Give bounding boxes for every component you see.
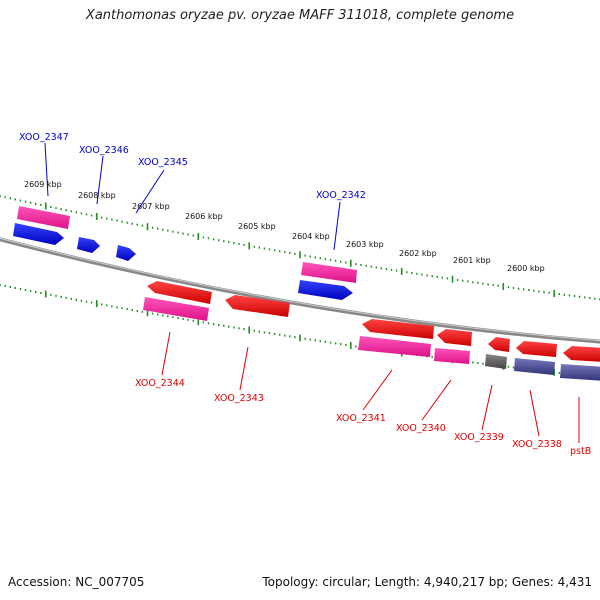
leader-line [333, 201, 341, 251]
gene-feature-pink[interactable] [17, 206, 70, 229]
scale-top [0, 195, 600, 301]
gene-feature-xoo2340[interactable] [437, 329, 472, 346]
gene-feature-pink-2[interactable] [301, 262, 357, 283]
gene-feature-xoo2343[interactable] [225, 295, 290, 317]
gene-feature-xoo2342[interactable] [298, 280, 353, 300]
gene-feature-xoo2346[interactable] [77, 237, 100, 253]
kbp-label: 2605 kbp [238, 222, 276, 231]
gene-leader-lines [44, 142, 580, 443]
gene-feature-gray[interactable] [485, 354, 507, 369]
kbp-label: 2600 kbp [507, 264, 545, 273]
gene-feature-xoo2339[interactable] [488, 337, 510, 352]
leader-line [481, 384, 493, 431]
gene-label[interactable]: XOO_2346 [79, 145, 129, 156]
reverse-features [143, 281, 600, 381]
leader-line [529, 389, 540, 437]
gene-labels: XOO_2347 XOO_2346 XOO_2345 XOO_2342 XOO_… [19, 132, 591, 457]
leader-line [421, 379, 452, 421]
gene-feature-pink-5[interactable] [434, 348, 470, 364]
kbp-label: 2607 kbp [132, 202, 170, 211]
genome-summary-text: Topology: circular; Length: 4,940,217 bp… [262, 575, 592, 589]
forward-features [13, 206, 357, 300]
leader-line [239, 346, 249, 391]
gene-feature-pink-4[interactable] [358, 336, 431, 357]
genome-title: Xanthomonas oryzae pv. oryzae MAFF 31101… [85, 8, 515, 23]
leader-line [161, 331, 171, 376]
gene-label[interactable]: XOO_2342 [316, 190, 366, 201]
gene-feature-slate-2[interactable] [560, 364, 600, 381]
gene-label[interactable]: XOO_2339 [454, 432, 504, 443]
gene-label[interactable]: XOO_2340 [396, 423, 446, 434]
kbp-label: 2609 kbp [24, 180, 62, 189]
gene-feature-pstb[interactable] [563, 346, 600, 362]
kbp-label: 2602 kbp [399, 249, 437, 258]
leader-line [96, 155, 104, 205]
gene-feature-xoo2338[interactable] [516, 341, 557, 357]
genome-backbone-highlight [0, 237, 600, 342]
gene-feature-xoo2341[interactable] [362, 319, 434, 339]
gene-feature-xoo2344[interactable] [147, 281, 212, 304]
gene-label[interactable]: XOO_2345 [138, 157, 188, 168]
kbp-label: 2601 kbp [453, 256, 491, 265]
leader-line [44, 142, 49, 197]
leader-line [362, 369, 393, 411]
gene-label[interactable]: XOO_2341 [336, 413, 386, 424]
kbp-label: 2608 kbp [78, 191, 116, 200]
genome-backbone [0, 237, 600, 344]
accession-text: Accession: NC_007705 [8, 575, 145, 589]
gene-feature-xoo2345[interactable] [116, 245, 136, 261]
kbp-label: 2606 kbp [185, 212, 223, 221]
gene-feature-xoo2347[interactable] [13, 223, 64, 245]
gene-feature-slate[interactable] [514, 358, 555, 375]
gene-label[interactable]: XOO_2343 [214, 393, 264, 404]
gene-label[interactable]: pstB [570, 446, 591, 457]
gene-label[interactable]: XOO_2347 [19, 132, 69, 143]
gene-feature-pink-3[interactable] [143, 297, 209, 321]
gene-label[interactable]: XOO_2338 [512, 439, 562, 450]
leader-line [135, 169, 165, 214]
kbp-labels: 2609 kbp 2608 kbp 2607 kbp 2606 kbp 2605… [24, 180, 545, 273]
kbp-label: 2604 kbp [292, 232, 330, 241]
kbp-label: 2603 kbp [346, 240, 384, 249]
gene-label[interactable]: XOO_2344 [135, 378, 185, 389]
